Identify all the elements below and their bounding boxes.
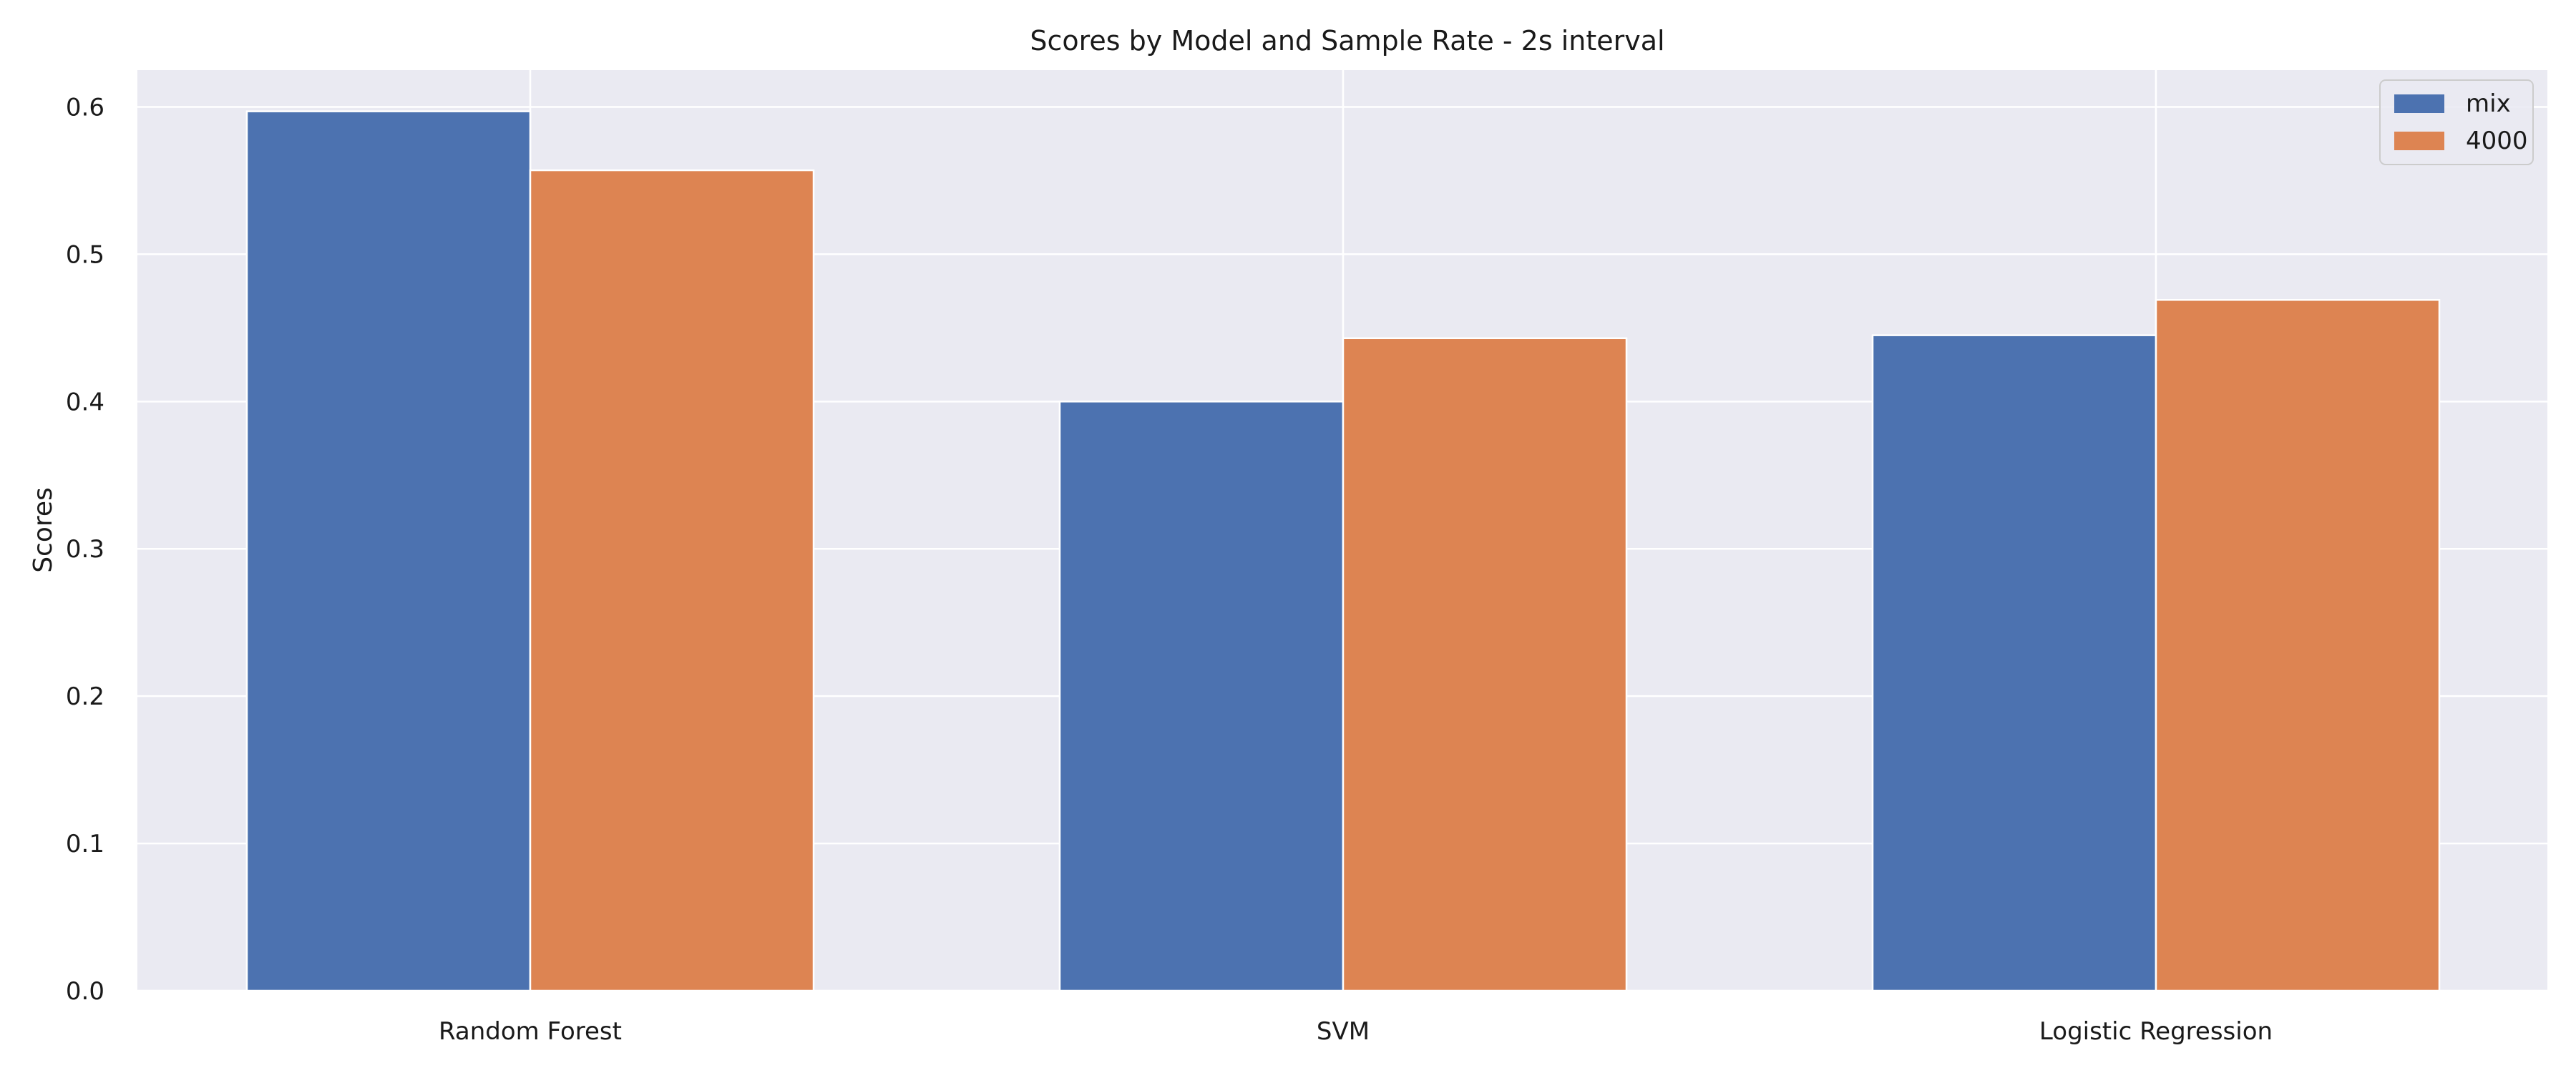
y-tick-label: 0.5	[66, 240, 104, 269]
y-tick-label: 0.1	[66, 830, 104, 858]
y-tick-label: 0.3	[66, 535, 104, 564]
chart-title: Scores by Model and Sample Rate - 2s int…	[1030, 25, 1664, 57]
legend-swatch-mix	[2394, 94, 2444, 113]
x-tick-label: SVM	[1317, 1017, 1370, 1046]
bars	[245, 110, 2441, 992]
y-tick-label: 0.6	[66, 93, 104, 122]
legend-label-mix: mix	[2466, 89, 2511, 118]
bar-4000-random-forest	[529, 169, 815, 992]
bar-mix-svm	[1058, 401, 1345, 992]
y-tick-label: 0.0	[66, 977, 104, 1006]
legend-label-4000: 4000	[2466, 127, 2528, 155]
x-axis-ticks: Random Forest SVM Logistic Regression	[439, 1017, 2273, 1046]
bar-4000-svm	[1342, 337, 1628, 992]
bar-mix-random-forest	[245, 110, 532, 992]
legend-swatch-4000	[2394, 132, 2444, 150]
y-tick-label: 0.4	[66, 388, 104, 416]
y-tick-label: 0.2	[66, 682, 104, 711]
y-axis-ticks: 0.0 0.1 0.2 0.3 0.4 0.5 0.6	[66, 93, 104, 1006]
x-tick-label: Logistic Regression	[2039, 1017, 2273, 1046]
x-tick-label: Random Forest	[439, 1017, 622, 1046]
bar-4000-logistic-regression	[2155, 298, 2441, 992]
legend: mix 4000	[2379, 79, 2534, 165]
bar-mix-logistic-regression	[1871, 334, 2157, 992]
y-axis-label: Scores	[29, 487, 58, 573]
